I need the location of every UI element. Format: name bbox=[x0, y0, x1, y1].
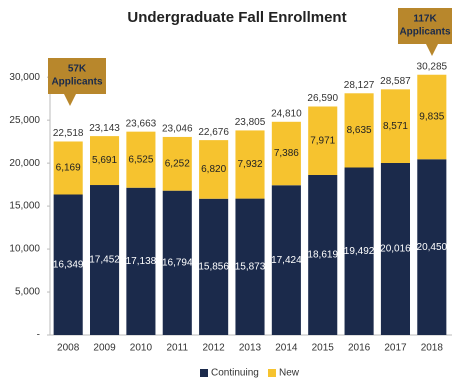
total-label: 23,046 bbox=[162, 124, 193, 135]
bar-segment bbox=[162, 190, 192, 335]
legend-label: Continuing bbox=[211, 368, 259, 379]
y-tick-label: 20,000 bbox=[9, 158, 40, 169]
total-label: 30,285 bbox=[417, 61, 448, 72]
total-label: 26,590 bbox=[307, 93, 338, 104]
callout-shape bbox=[398, 8, 452, 56]
callout-shape bbox=[48, 58, 106, 106]
value-label: 6,820 bbox=[201, 164, 226, 175]
total-label: 24,810 bbox=[271, 108, 302, 119]
bar-segment bbox=[90, 136, 120, 186]
bar-segment bbox=[162, 136, 192, 191]
total-label: 23,143 bbox=[89, 123, 120, 134]
bar-segment bbox=[417, 159, 447, 335]
x-tick-label: 2011 bbox=[167, 343, 189, 354]
bar-segment bbox=[235, 198, 265, 335]
value-label: 17,452 bbox=[89, 255, 120, 266]
callout-text: Applicants bbox=[399, 27, 451, 38]
value-label: 7,971 bbox=[310, 135, 335, 146]
legend-swatch bbox=[200, 369, 208, 377]
bar-segment bbox=[235, 130, 265, 199]
bar-segment bbox=[344, 167, 374, 335]
bar-segment bbox=[308, 174, 338, 335]
bar-segment bbox=[126, 131, 156, 188]
bar-segment bbox=[199, 140, 229, 199]
y-tick-label: 30,000 bbox=[9, 72, 40, 83]
bar-segment bbox=[90, 185, 120, 335]
legend-label: New bbox=[279, 368, 300, 379]
value-label: 19,492 bbox=[344, 246, 375, 257]
callout: 117K Applicants bbox=[398, 8, 452, 56]
bar-segment bbox=[53, 194, 83, 335]
value-label: 16,794 bbox=[162, 257, 193, 268]
y-tick-label: 10,000 bbox=[9, 244, 40, 255]
bar-segment bbox=[271, 121, 301, 186]
value-label: 8,635 bbox=[347, 125, 372, 136]
bar-segment bbox=[308, 106, 338, 175]
bar-segment bbox=[271, 185, 301, 335]
x-tick-label: 2015 bbox=[312, 343, 335, 354]
value-label: 20,016 bbox=[380, 244, 411, 255]
x-tick-label: 2008 bbox=[57, 343, 80, 354]
total-label: 28,127 bbox=[344, 80, 375, 91]
bar-segment bbox=[380, 162, 410, 335]
value-label: 17,138 bbox=[126, 256, 157, 267]
callout-text: Applicants bbox=[51, 77, 103, 88]
value-label: 7,932 bbox=[237, 159, 262, 170]
y-tick-label: 25,000 bbox=[9, 115, 40, 126]
x-tick-label: 2009 bbox=[93, 343, 116, 354]
y-tick-label: 5,000 bbox=[15, 287, 40, 298]
value-label: 17,424 bbox=[271, 255, 302, 266]
x-tick-label: 2014 bbox=[275, 343, 298, 354]
value-label: 8,571 bbox=[383, 121, 408, 132]
callout: 57K Applicants bbox=[48, 58, 106, 106]
legend-swatch bbox=[268, 369, 276, 377]
bar-segment bbox=[380, 89, 410, 163]
callout-text: 117K bbox=[413, 14, 437, 25]
y-tick-label: 15,000 bbox=[9, 201, 40, 212]
x-tick-label: 2017 bbox=[384, 343, 407, 354]
value-label: 15,856 bbox=[198, 262, 229, 273]
value-label: 5,691 bbox=[92, 155, 117, 166]
x-tick-label: 2016 bbox=[348, 343, 371, 354]
value-label: 6,252 bbox=[165, 158, 190, 169]
bar-segment bbox=[199, 198, 229, 335]
total-label: 23,805 bbox=[235, 117, 266, 128]
value-label: 9,835 bbox=[419, 112, 444, 123]
value-label: 20,450 bbox=[417, 242, 448, 253]
bar-segment bbox=[126, 187, 156, 335]
x-tick-label: 2010 bbox=[130, 343, 153, 354]
total-label: 28,587 bbox=[380, 76, 411, 87]
x-tick-label: 2018 bbox=[421, 343, 444, 354]
total-label: 23,663 bbox=[126, 118, 157, 129]
value-label: 7,386 bbox=[274, 148, 299, 159]
value-label: 6,169 bbox=[56, 163, 81, 174]
value-label: 15,873 bbox=[235, 261, 266, 272]
total-label: 22,518 bbox=[53, 128, 84, 139]
bar-segment bbox=[344, 93, 374, 168]
value-label: 6,525 bbox=[128, 154, 153, 165]
y-tick-label: - bbox=[37, 330, 40, 341]
bar-segment bbox=[53, 141, 83, 195]
bar-segment bbox=[417, 74, 447, 160]
value-label: 18,619 bbox=[307, 250, 338, 261]
chart-title: Undergraduate Fall Enrollment bbox=[127, 9, 346, 26]
callout-text: 57K bbox=[68, 64, 87, 75]
total-label: 22,676 bbox=[198, 127, 229, 138]
x-tick-label: 2013 bbox=[239, 343, 262, 354]
x-tick-label: 2012 bbox=[203, 343, 226, 354]
value-label: 16,349 bbox=[53, 259, 84, 270]
